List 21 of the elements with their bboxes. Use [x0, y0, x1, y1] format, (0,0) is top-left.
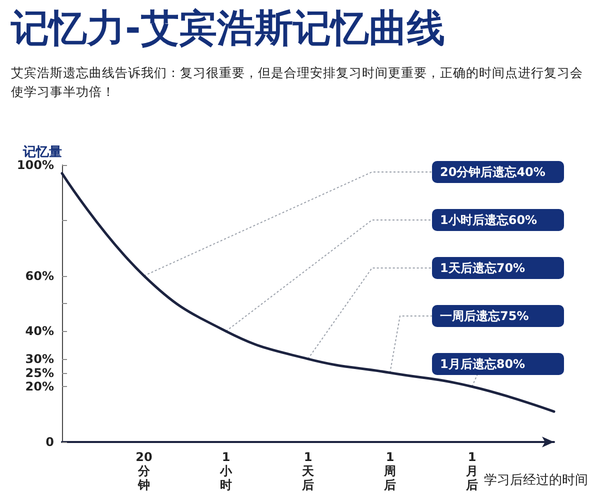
chart-subtitle: 艾宾浩斯遗忘曲线告诉我们：复习很重要，但是合理安排复习时间更重要，正确的时间点进行复习会使学习事半功倍！ [11, 65, 583, 99]
x-tick-label: 1周后 [383, 450, 396, 492]
x-tick-label: 1月后 [465, 450, 478, 492]
x-tick-label: 1小时 [219, 450, 233, 492]
annotation: 1月后遗忘80% [440, 356, 526, 373]
annotation: 1小时后遗忘60% [440, 212, 538, 229]
annotation: 1天后遗忘70% [440, 260, 526, 277]
y-tick-label: 0 [46, 435, 54, 449]
annotation: 20分钟后遗忘40% [440, 164, 546, 181]
y-tick-label: 40% [25, 324, 54, 338]
annotation: 一周后遗忘75% [440, 308, 529, 325]
y-tick-label: 30% [25, 352, 54, 366]
y-axis-title: 记忆量 [22, 145, 62, 160]
x-tick-label: 1天后 [301, 450, 315, 492]
chart-title: 记忆力-艾宾浩斯记忆曲线 [10, 6, 445, 50]
y-tick-label: 20% [25, 380, 54, 394]
x-tick-label: 20分钟 [136, 450, 152, 492]
y-tick-label: 60% [25, 268, 54, 283]
y-tick-label: 25% [25, 366, 54, 380]
x-axis-title: 学习后经过的时间 [484, 473, 588, 488]
y-tick-label: 100% [16, 158, 54, 172]
